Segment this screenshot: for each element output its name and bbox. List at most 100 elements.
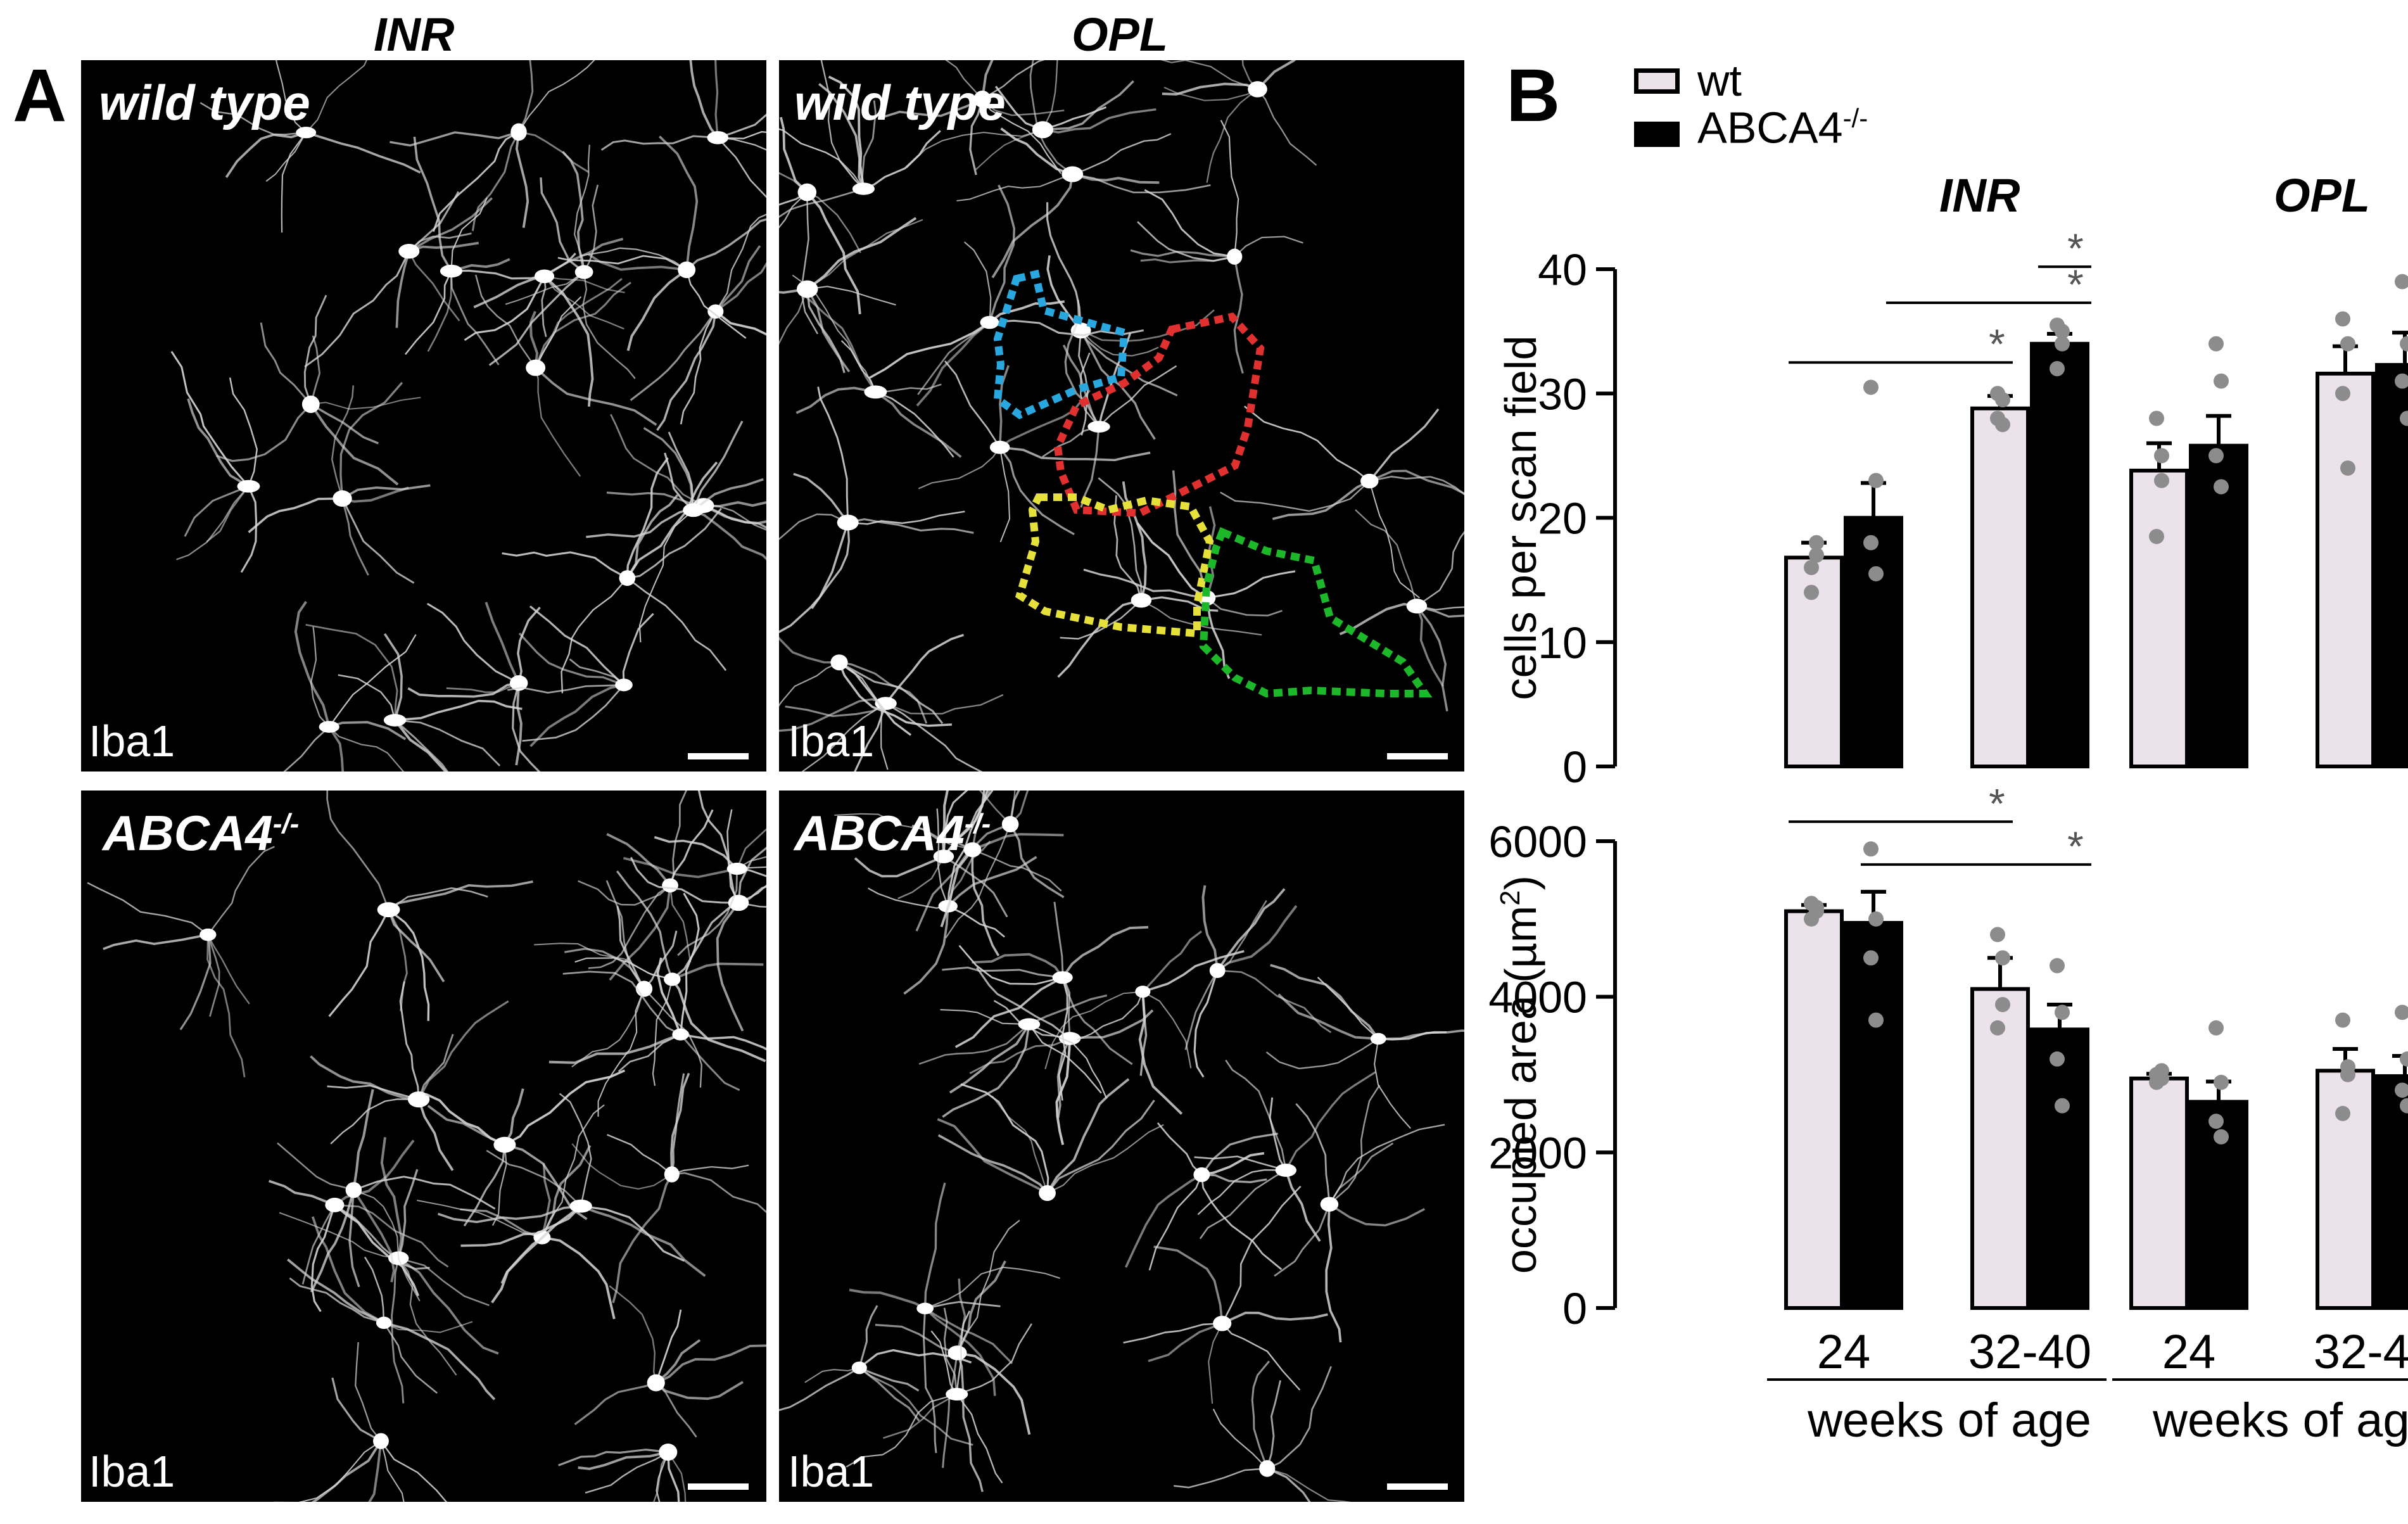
- y-tick-label: 30: [1538, 369, 1587, 419]
- x-tick-label: 24: [1817, 1325, 1871, 1379]
- scale-bar: [688, 1483, 749, 1490]
- bar: [1970, 406, 2030, 768]
- data-point: [1809, 899, 1824, 915]
- bar: [1970, 987, 2030, 1310]
- micrograph-inr-abca4: ABCA4-/- Iba1: [81, 791, 766, 1502]
- data-point: [1868, 1012, 1884, 1028]
- genotype-label: wild type: [794, 75, 1006, 130]
- data-point: [1868, 911, 1884, 927]
- micrograph-inr-wild-type: wild type Iba1: [81, 60, 766, 772]
- y-tick-label: 6000: [1488, 817, 1587, 867]
- data-point: [2214, 1129, 2229, 1145]
- data-point: [1995, 996, 2010, 1012]
- data-point: [2400, 1098, 2408, 1114]
- data-point: [2208, 1020, 2224, 1036]
- x-tick-label: 32-40: [2314, 1325, 2408, 1379]
- data-point: [2055, 1005, 2070, 1020]
- scale-bar: [688, 753, 749, 759]
- x-tick-label: 32-40: [1968, 1325, 2091, 1379]
- legend-swatch-abca4: [1634, 122, 1680, 147]
- data-point: [1863, 379, 1879, 395]
- data-point: [2149, 1074, 2164, 1090]
- stain-label: Iba1: [89, 1447, 175, 1496]
- data-point: [1868, 473, 1884, 488]
- data-point: [2214, 479, 2229, 495]
- bar: [2129, 468, 2189, 768]
- microglia-image: [87, 791, 766, 1502]
- bar: [2030, 341, 2089, 768]
- bar: [2316, 371, 2375, 768]
- significance-star: *: [1989, 780, 2005, 827]
- microglia-image: [170, 60, 766, 772]
- bar: [1844, 920, 1903, 1310]
- territory-outline-green: [1199, 527, 1433, 698]
- bar: [2129, 1076, 2189, 1311]
- data-point: [1995, 950, 2010, 966]
- y-axis-label: occupied area (µm2): [1495, 875, 1545, 1274]
- bar: [2375, 1074, 2408, 1310]
- data-point: [1863, 535, 1879, 550]
- genotype-label: wild type: [99, 75, 310, 130]
- y-tick-label: 20: [1538, 494, 1587, 543]
- bar: [1784, 909, 1844, 1311]
- scale-bar: [1387, 753, 1448, 759]
- y-tick-label: 0: [1562, 742, 1587, 792]
- data-point: [2340, 336, 2355, 352]
- data-point: [2050, 958, 2065, 974]
- y-axis-label: cells per scan field: [1496, 336, 1545, 701]
- stain-label: Iba1: [788, 716, 875, 766]
- x-axis-label: weeks of age: [1807, 1394, 2091, 1447]
- bar: [2189, 443, 2248, 768]
- data-point: [2400, 410, 2408, 426]
- significance-star: *: [2067, 261, 2084, 308]
- data-point: [2050, 1051, 2065, 1067]
- data-point: [2395, 373, 2408, 389]
- data-point: [2154, 1063, 2169, 1079]
- data-point: [2340, 1059, 2355, 1075]
- y-tick-label: 4000: [1488, 973, 1587, 1022]
- data-point: [2395, 1005, 2408, 1020]
- micrograph-opl-abca4: ABCA4-/- Iba1: [779, 791, 1464, 1502]
- microglia-image: [779, 60, 1464, 772]
- stain-label: Iba1: [788, 1447, 875, 1496]
- data-point: [2335, 1105, 2350, 1121]
- data-point: [1990, 927, 2005, 943]
- data-point: [1804, 585, 1819, 600]
- genotype-label: ABCA4-/-: [794, 805, 991, 861]
- y-tick-label: 0: [1562, 1284, 1587, 1333]
- data-point: [2055, 1098, 2070, 1114]
- group-title-inr: INR: [1939, 169, 2020, 222]
- column-title-inr: INR: [374, 8, 455, 61]
- data-point: [2149, 528, 2164, 544]
- y-tick-label: 10: [1538, 618, 1587, 668]
- data-point: [2149, 410, 2164, 426]
- data-point: [2214, 373, 2229, 389]
- data-point: [2208, 336, 2224, 352]
- bar: [2316, 1069, 2375, 1310]
- territory-outline-red: [1053, 312, 1265, 518]
- data-point: [2050, 361, 2065, 376]
- bar: [2375, 363, 2408, 768]
- significance-star: *: [2067, 823, 2084, 870]
- data-point: [1804, 560, 1819, 575]
- data-point: [2208, 448, 2224, 464]
- data-point: [2340, 460, 2355, 476]
- data-point: [2395, 1083, 2408, 1098]
- data-point: [2335, 1012, 2350, 1028]
- data-point: [2154, 473, 2169, 488]
- genotype-label: ABCA4-/-: [103, 805, 300, 861]
- data-point: [2055, 336, 2070, 352]
- data-point: [1990, 1020, 2005, 1036]
- territory-outline-yellow: [1015, 493, 1214, 638]
- data-point: [2395, 274, 2408, 289]
- x-axis-label: weeks of age: [2152, 1394, 2408, 1447]
- data-point: [2335, 386, 2350, 402]
- legend-swatch-wt: [1634, 68, 1680, 94]
- group-title-opl: OPL: [2274, 169, 2371, 222]
- scale-bar: [1387, 1483, 1448, 1490]
- territory-outline-blue: [993, 269, 1129, 419]
- significance-star: *: [1989, 321, 2005, 367]
- data-point: [2208, 1114, 2224, 1129]
- data-point: [2214, 1074, 2229, 1090]
